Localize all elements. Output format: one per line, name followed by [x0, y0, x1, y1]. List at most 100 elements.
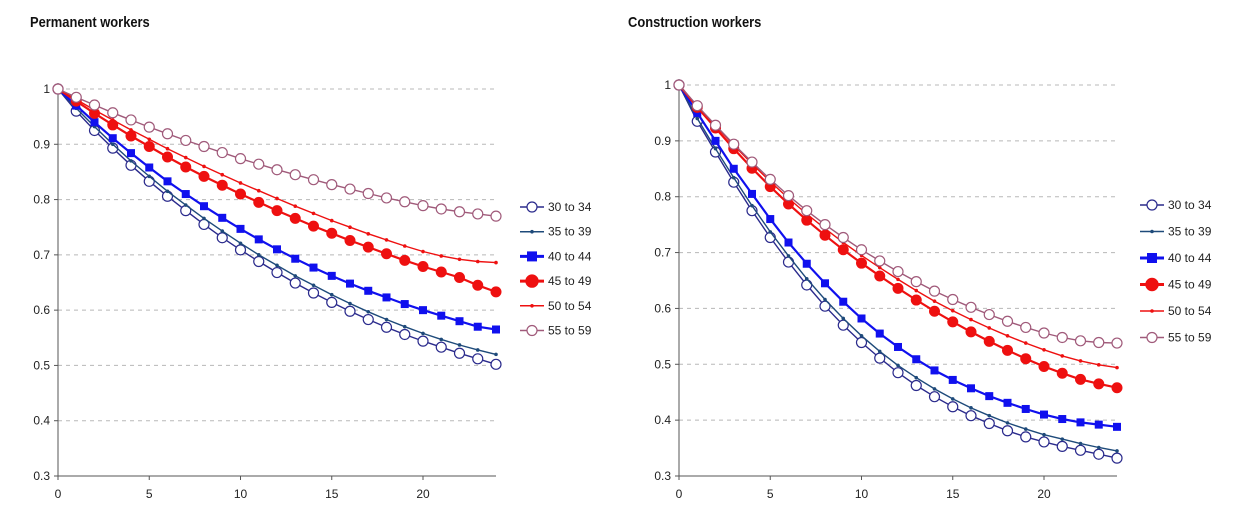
data-point — [947, 293, 959, 306]
x-tick-label: 0 — [55, 487, 62, 501]
data-point — [1060, 437, 1065, 441]
data-point — [348, 301, 352, 306]
data-point — [362, 313, 374, 326]
data-point — [216, 179, 228, 191]
data-point — [344, 305, 356, 317]
legend-label: 55 to 59 — [548, 324, 592, 338]
y-tick-label: 0.8 — [33, 193, 50, 207]
y-tick-label: 0.8 — [654, 190, 671, 204]
data-point — [930, 366, 939, 375]
data-point — [1113, 422, 1121, 431]
data-point — [472, 353, 484, 365]
data-point — [892, 265, 904, 278]
series-35-to-39 — [56, 87, 498, 357]
y-tick-label: 0.9 — [654, 134, 671, 148]
data-point — [728, 138, 740, 150]
data-point — [859, 333, 864, 338]
data-point — [1074, 444, 1087, 456]
data-point — [1042, 432, 1046, 437]
data-point — [492, 325, 500, 334]
data-point — [235, 188, 246, 200]
data-point — [90, 118, 99, 127]
x-tick-label: 15 — [325, 487, 339, 501]
series-30-to-34 — [673, 79, 1123, 464]
data-point — [1003, 398, 1012, 407]
data-point — [165, 189, 170, 194]
data-point — [399, 328, 411, 341]
legend: 30 to 34 35 to 39 40 to 44 45 to 49 50 to 54… — [520, 200, 592, 338]
data-point — [877, 349, 882, 354]
y-tick-label: 0.3 — [654, 469, 671, 483]
data-point — [490, 286, 502, 298]
data-point — [110, 118, 115, 122]
data-point — [1074, 335, 1087, 347]
data-point — [1078, 359, 1083, 363]
data-point — [417, 335, 429, 347]
data-point — [1042, 347, 1046, 352]
data-point — [965, 326, 977, 338]
x-tick-label: 10 — [234, 487, 248, 501]
data-point — [877, 265, 882, 270]
data-point — [271, 164, 283, 176]
data-point — [1096, 445, 1101, 450]
legend-label: 30 to 34 — [1168, 198, 1212, 212]
data-point — [275, 196, 279, 201]
data-point — [362, 241, 374, 253]
data-point — [910, 276, 922, 288]
data-point — [329, 218, 334, 223]
data-point — [307, 287, 320, 299]
data-point — [291, 254, 300, 263]
data-point — [253, 255, 265, 268]
data-point — [855, 244, 868, 256]
x-tick-label: 0 — [676, 487, 683, 501]
data-point — [384, 317, 389, 322]
data-point — [693, 108, 702, 117]
data-point — [896, 277, 900, 282]
series-55-to-59 — [673, 79, 1123, 349]
data-point — [969, 317, 973, 322]
data-point — [362, 187, 374, 200]
series-line — [57, 88, 497, 356]
data-point — [947, 316, 959, 328]
y-tick-label: 0.5 — [33, 358, 50, 372]
data-point — [1115, 449, 1119, 453]
series-line — [57, 88, 497, 264]
data-point — [784, 238, 793, 247]
data-point — [289, 169, 301, 181]
data-point — [1111, 382, 1123, 394]
data-point — [713, 146, 718, 151]
data-point — [218, 213, 227, 222]
data-point — [1001, 315, 1014, 327]
data-point — [965, 410, 977, 422]
data-point — [455, 317, 464, 326]
data-point — [526, 324, 538, 337]
legend-label: 45 to 49 — [1168, 278, 1212, 292]
data-point — [108, 134, 117, 143]
series-line — [57, 88, 497, 293]
data-point — [494, 260, 498, 265]
data-point — [399, 196, 411, 208]
data-point — [437, 311, 446, 320]
data-point — [435, 341, 447, 353]
data-point — [987, 326, 992, 330]
data-point — [1056, 440, 1068, 452]
y-tick-label: 0.6 — [33, 303, 50, 317]
data-point — [127, 149, 135, 158]
data-point — [234, 153, 247, 165]
data-point — [183, 155, 188, 160]
data-point — [983, 417, 995, 430]
data-point — [256, 188, 261, 193]
data-point — [1002, 344, 1013, 356]
data-point — [1075, 373, 1086, 385]
data-point — [202, 164, 206, 169]
data-point — [1005, 421, 1010, 425]
y-tick-label: 0.5 — [654, 357, 671, 371]
data-point — [475, 259, 480, 264]
data-point — [293, 274, 298, 278]
data-point — [896, 363, 900, 368]
data-point — [948, 375, 957, 384]
y-tick-label: 0.7 — [654, 246, 671, 260]
data-point — [527, 251, 537, 262]
data-point — [454, 272, 465, 284]
legend-label: 50 to 54 — [1168, 304, 1212, 318]
